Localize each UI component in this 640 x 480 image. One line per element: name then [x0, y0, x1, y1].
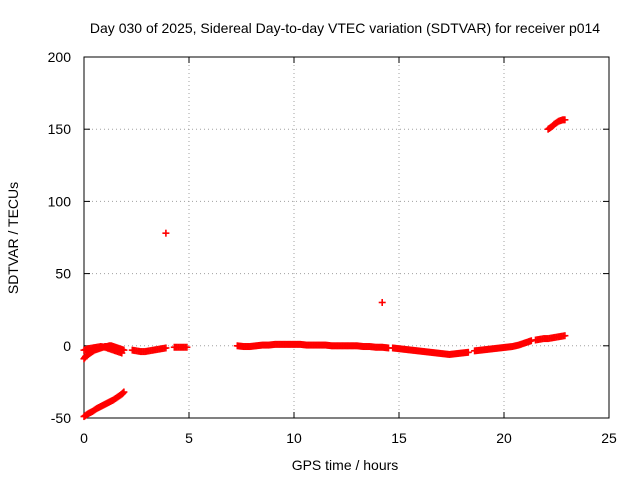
x-tick-label: 20	[496, 430, 512, 446]
data-point	[120, 388, 128, 396]
y-tick-label: 0	[63, 338, 71, 354]
y-axis-label: SDTVAR / TECUs	[5, 182, 21, 294]
x-tick-label: 15	[391, 430, 407, 446]
y-tick-label: -50	[51, 410, 71, 426]
data-point	[162, 229, 170, 237]
axis-ticks: 0 5 10 15 20 25 -50 0 50 100 150 200	[48, 49, 617, 446]
data-point	[162, 344, 170, 352]
chart-title: Day 030 of 2025, Sidereal Day-to-day VTE…	[90, 20, 600, 36]
y-tick-label: 200	[48, 49, 72, 65]
grid-lines	[84, 57, 609, 418]
data-point	[183, 343, 191, 351]
data-points	[80, 116, 569, 421]
plot-frame	[83, 56, 610, 419]
x-tick-label: 25	[601, 430, 617, 446]
x-tick-label: 0	[80, 430, 88, 446]
data-point	[561, 116, 569, 124]
data-point	[464, 348, 472, 356]
y-tick-label: 150	[48, 121, 72, 137]
y-tick-label: 50	[55, 266, 71, 282]
data-point	[561, 332, 569, 340]
x-tick-label: 10	[286, 430, 302, 446]
data-point	[378, 298, 386, 306]
x-tick-label: 5	[185, 430, 193, 446]
data-point	[118, 349, 126, 357]
y-tick-label: 100	[48, 193, 72, 209]
x-axis-label: GPS time / hours	[292, 457, 399, 473]
